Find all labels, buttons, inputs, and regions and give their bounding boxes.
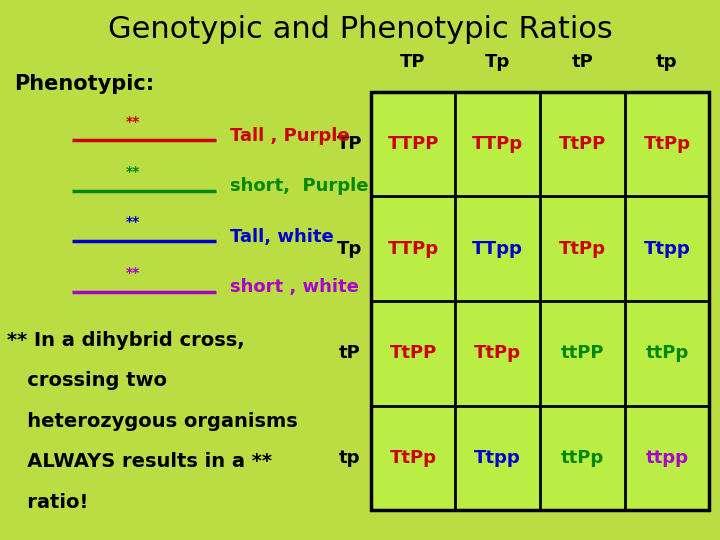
Bar <box>371 92 709 510</box>
Text: **: ** <box>126 114 140 129</box>
Text: ttPP: ttPP <box>561 345 604 362</box>
Text: Tp: Tp <box>336 240 362 258</box>
Text: TtPp: TtPp <box>474 345 521 362</box>
Text: Ttpp: Ttpp <box>644 240 690 258</box>
Text: tp: tp <box>656 53 678 71</box>
Text: Tp: Tp <box>485 53 510 71</box>
Text: tP: tP <box>572 53 593 71</box>
Text: short , white: short , white <box>230 278 359 296</box>
Text: **: ** <box>126 266 140 280</box>
Text: ttpp: ttpp <box>645 449 688 467</box>
Text: TtPP: TtPP <box>559 135 606 153</box>
Text: crossing two: crossing two <box>7 371 167 390</box>
Text: TTpp: TTpp <box>472 240 523 258</box>
Text: TtPp: TtPp <box>559 240 606 258</box>
Text: heterozygous organisms: heterozygous organisms <box>7 411 298 431</box>
Text: Ttpp: Ttpp <box>474 449 521 467</box>
Text: ALWAYS results in a **: ALWAYS results in a ** <box>7 452 272 471</box>
Text: Phenotypic:: Phenotypic: <box>14 73 155 94</box>
Text: **: ** <box>126 215 140 230</box>
Text: TtPp: TtPp <box>644 135 690 153</box>
Text: TTPP: TTPP <box>387 135 438 153</box>
Text: TTPp: TTPp <box>387 240 438 258</box>
Text: Tall, white: Tall, white <box>230 228 334 246</box>
Text: TtPp: TtPp <box>390 449 436 467</box>
Text: ** In a dihybrid cross,: ** In a dihybrid cross, <box>7 330 245 350</box>
Text: TTPp: TTPp <box>472 135 523 153</box>
Text: short,  Purple: short, Purple <box>230 177 369 195</box>
Text: Genotypic and Phenotypic Ratios: Genotypic and Phenotypic Ratios <box>107 15 613 44</box>
Text: ttPp: ttPp <box>645 345 688 362</box>
Text: Tall , Purple: Tall , Purple <box>230 127 350 145</box>
Text: TtPP: TtPP <box>390 345 437 362</box>
Text: tp: tp <box>338 449 360 467</box>
Text: **: ** <box>126 165 140 179</box>
Text: ratio!: ratio! <box>7 492 89 512</box>
Text: ttPp: ttPp <box>561 449 604 467</box>
Text: TP: TP <box>400 53 426 71</box>
Text: TP: TP <box>336 135 362 153</box>
Text: tP: tP <box>338 345 360 362</box>
